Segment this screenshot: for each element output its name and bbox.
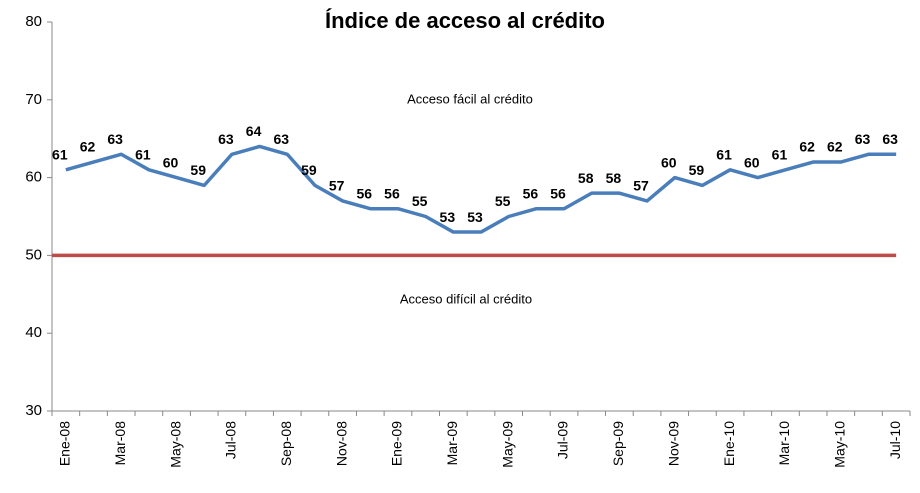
- data-label: 59: [190, 162, 206, 178]
- y-tick-label: 50: [25, 246, 42, 263]
- x-tick-label: May-09: [499, 421, 515, 468]
- data-label: 60: [661, 154, 677, 170]
- x-tick-label: May-10: [832, 421, 848, 468]
- data-label: 58: [578, 170, 594, 186]
- data-label: 53: [467, 209, 483, 225]
- data-label: 63: [218, 131, 234, 147]
- y-tick-label: 40: [25, 324, 42, 341]
- data-label: 60: [744, 154, 760, 170]
- x-tick-label: Ene-09: [389, 421, 405, 466]
- x-tick-label: Mar-08: [112, 421, 128, 466]
- data-label: 61: [716, 147, 732, 163]
- annotation: Acceso fácil al crédito: [407, 91, 533, 106]
- y-tick-label: 30: [25, 402, 42, 419]
- data-label: 55: [495, 193, 511, 209]
- y-tick-label: 60: [25, 169, 42, 186]
- data-label: 53: [440, 209, 456, 225]
- x-tick-label: Jul-09: [555, 421, 571, 459]
- data-label: 63: [882, 131, 898, 147]
- data-label: 60: [163, 154, 179, 170]
- data-label: 56: [357, 185, 373, 201]
- x-tick-label: Ene-10: [721, 421, 737, 466]
- line: [65, 144, 897, 234]
- data-label: 57: [329, 178, 345, 194]
- chart-title: Índice de acceso al crédito: [325, 8, 605, 33]
- data-label: 56: [523, 185, 539, 201]
- x-tick-label: Ene-08: [57, 421, 73, 466]
- data-label: 57: [633, 178, 649, 194]
- x-tick-label: Nov-08: [333, 421, 349, 466]
- data-label: 59: [689, 162, 705, 178]
- x-tick-label: Mar-09: [444, 421, 460, 466]
- data-label: 56: [550, 185, 566, 201]
- x-tick-label: Mar-10: [776, 421, 792, 466]
- data-label: 58: [606, 170, 622, 186]
- data-label: 56: [384, 185, 400, 201]
- data-label: 64: [246, 123, 262, 139]
- data-label: 62: [80, 139, 96, 155]
- y-tick-label: 70: [25, 91, 42, 108]
- x-tick-label: Jul-08: [223, 421, 239, 459]
- x-tick-label: Jul-10: [887, 421, 903, 459]
- data-label: 62: [799, 139, 815, 155]
- y-tick-label: 80: [25, 13, 42, 30]
- data-label: 61: [52, 147, 68, 163]
- annotation: Acceso difícil al crédito: [400, 291, 532, 306]
- x-tick-label: Sep-09: [610, 421, 626, 466]
- data-label: 59: [301, 162, 317, 178]
- data-label: 55: [412, 193, 428, 209]
- data-label: 62: [827, 139, 843, 155]
- data-label: 63: [107, 131, 123, 147]
- data-label: 63: [273, 131, 289, 147]
- x-tick-label: Sep-08: [278, 421, 294, 466]
- data-label: 61: [772, 147, 788, 163]
- x-tick-label: Nov-09: [665, 421, 681, 466]
- data-label: 63: [855, 131, 871, 147]
- x-tick-label: May-08: [167, 421, 183, 468]
- data-label: 61: [135, 147, 151, 163]
